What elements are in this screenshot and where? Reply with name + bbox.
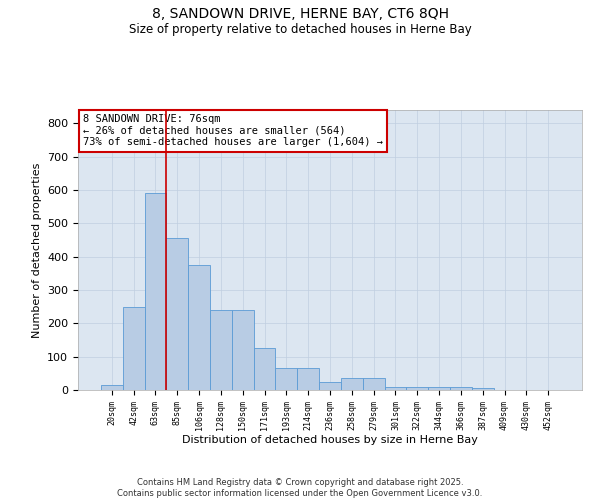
Text: Contains HM Land Registry data © Crown copyright and database right 2025.
Contai: Contains HM Land Registry data © Crown c…: [118, 478, 482, 498]
Bar: [254, 348, 275, 390]
Bar: [101, 385, 123, 390]
Bar: [297, 368, 319, 390]
Text: 8 SANDOWN DRIVE: 76sqm
← 26% of detached houses are smaller (564)
73% of semi-de: 8 SANDOWN DRIVE: 76sqm ← 26% of detached…: [83, 114, 383, 148]
Bar: [188, 265, 210, 390]
Bar: [428, 386, 450, 390]
Bar: [450, 386, 472, 390]
Bar: [472, 388, 494, 390]
Bar: [275, 368, 297, 390]
Bar: [385, 386, 406, 390]
Bar: [145, 194, 166, 390]
Bar: [166, 238, 188, 390]
Y-axis label: Number of detached properties: Number of detached properties: [32, 162, 41, 338]
Bar: [123, 308, 145, 390]
Bar: [319, 382, 341, 390]
Bar: [232, 310, 254, 390]
Bar: [406, 386, 428, 390]
Bar: [363, 378, 385, 390]
Text: 8, SANDOWN DRIVE, HERNE BAY, CT6 8QH: 8, SANDOWN DRIVE, HERNE BAY, CT6 8QH: [151, 8, 449, 22]
Text: Size of property relative to detached houses in Herne Bay: Size of property relative to detached ho…: [128, 22, 472, 36]
X-axis label: Distribution of detached houses by size in Herne Bay: Distribution of detached houses by size …: [182, 436, 478, 446]
Bar: [210, 310, 232, 390]
Bar: [341, 378, 363, 390]
